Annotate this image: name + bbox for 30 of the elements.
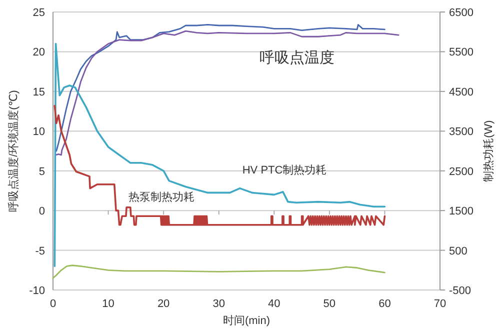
y2-tick-label: 3500 xyxy=(449,126,474,138)
x-tick-label: 20 xyxy=(157,298,170,310)
y2-tick-label: 500 xyxy=(449,245,468,258)
y-tick-label: 10 xyxy=(32,126,45,138)
y2-axis-title: 制热功耗(W) xyxy=(482,120,495,182)
x-tick-label: 40 xyxy=(268,298,280,310)
series-label: 呼吸点温度 xyxy=(260,49,335,66)
x-tick-label: 0 xyxy=(50,298,56,310)
y2-tick-label: 4500 xyxy=(449,86,474,98)
y2-tick-label: 5500 xyxy=(449,46,474,59)
x-tick-label: 70 xyxy=(434,298,446,310)
y-tick-label: -5 xyxy=(35,245,45,258)
x-tick-label: 30 xyxy=(212,298,225,310)
x-axis-title: 时间(min) xyxy=(222,314,270,327)
y2-tick-label: 2500 xyxy=(449,166,474,178)
y2-tick-label: 1500 xyxy=(449,206,474,218)
x-tick-label: 50 xyxy=(323,298,336,310)
y-tick-label: 15 xyxy=(32,86,45,98)
series-label: HV PTC制热功耗 xyxy=(242,164,327,177)
y-axis-title: 呼吸点温度/环境温度(℃) xyxy=(7,90,20,212)
x-tick-label: 60 xyxy=(378,298,391,310)
y-tick-label: -10 xyxy=(29,285,45,297)
y-tick-label: 5 xyxy=(38,166,45,178)
y-tick-label: 20 xyxy=(32,46,45,59)
x-tick-label: 10 xyxy=(102,298,114,310)
y-tick-label: 0 xyxy=(38,206,45,218)
y2-tick-label: 6500 xyxy=(449,7,474,19)
y-tick-label: 25 xyxy=(32,7,45,19)
y2-tick-label: -500 xyxy=(449,285,472,297)
series-label: 热泵制热功耗 xyxy=(128,190,195,204)
